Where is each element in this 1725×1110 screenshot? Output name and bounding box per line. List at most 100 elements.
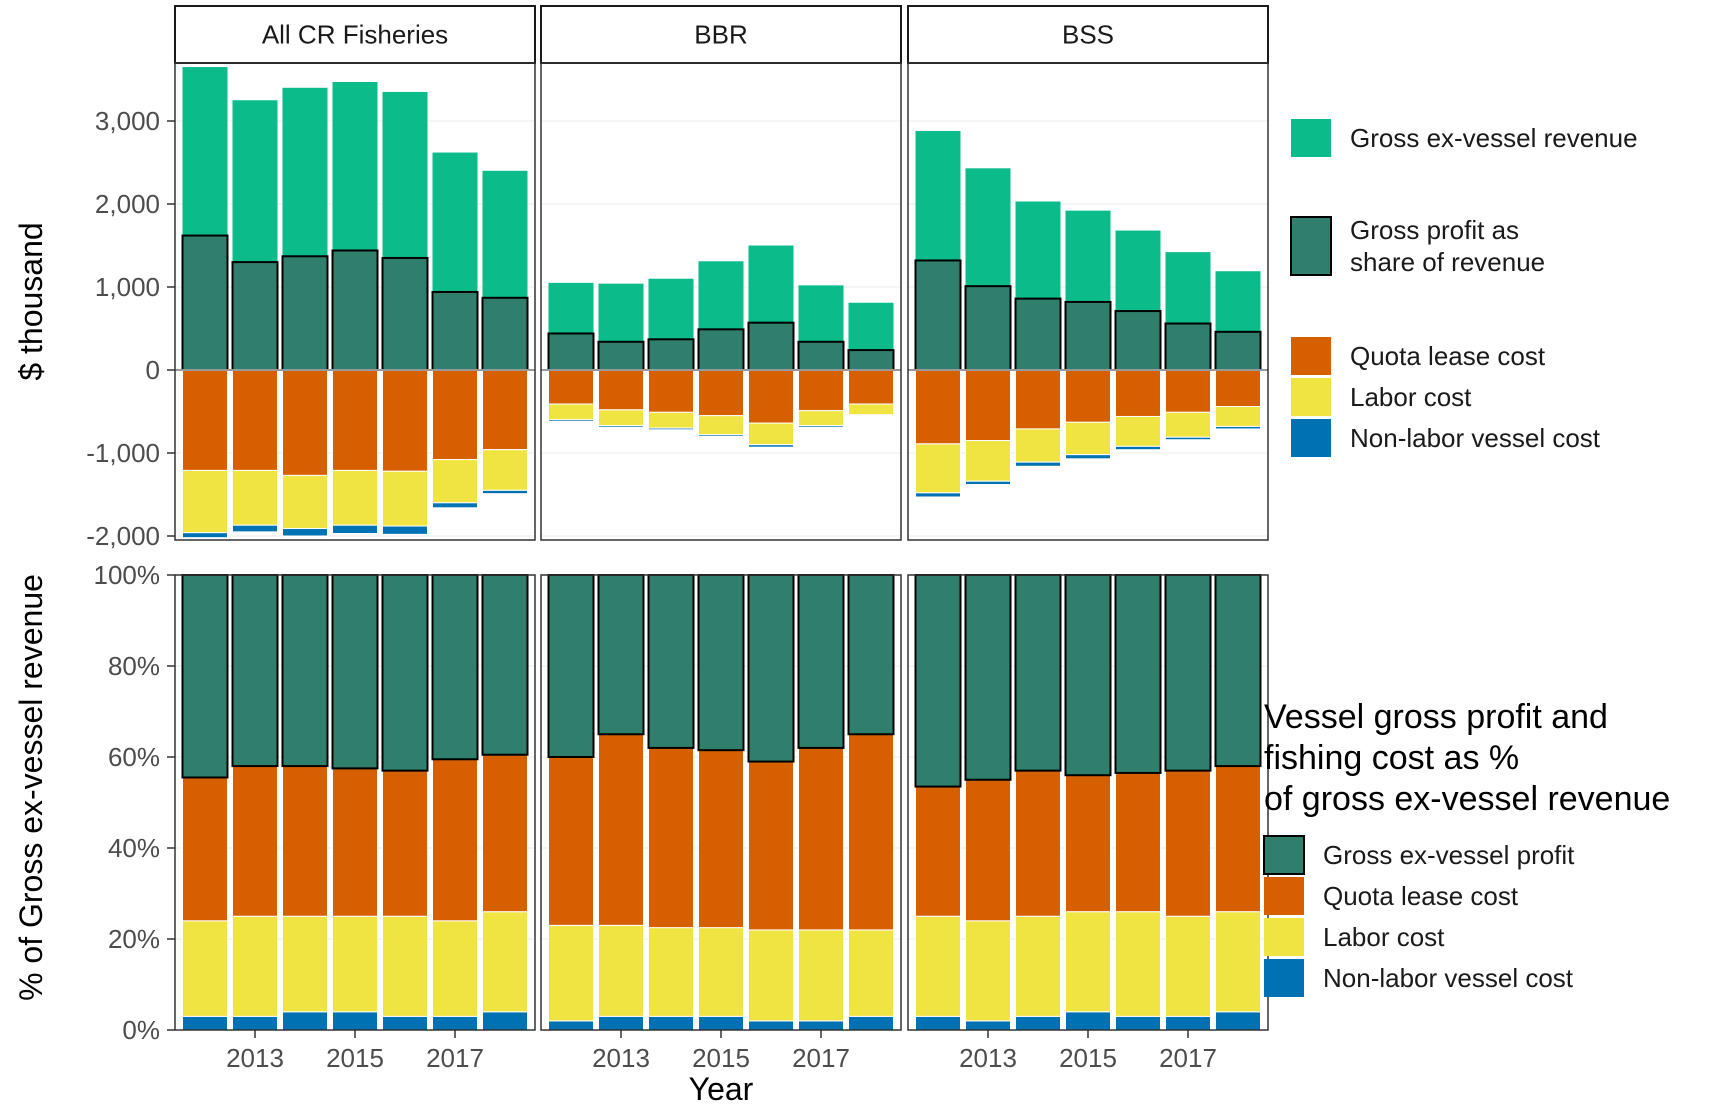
- bar-labor: [382, 470, 428, 527]
- bar-profit: [914, 259, 962, 371]
- pct-bar-nonlabor: [915, 1015, 961, 1031]
- panel-top-0: [174, 62, 536, 541]
- y-axis-title-bottom: % of Gross ex-vessel revenue: [13, 574, 49, 1001]
- pct-bar-labor: [698, 927, 744, 1017]
- bar-labor: [848, 403, 894, 416]
- pct-bar-labor: [965, 920, 1011, 1022]
- panel-top-2: [907, 62, 1269, 541]
- pct-bar-labor: [182, 920, 228, 1017]
- bar-nonlabor: [1065, 454, 1111, 460]
- pct-bar-nonlabor: [1215, 1011, 1261, 1031]
- pct-bar-quota: [848, 733, 894, 931]
- panel-frames-layer: All CR Fisheries BBR BSS: [174, 5, 1269, 1031]
- bar-nonlabor: [1215, 425, 1261, 430]
- pct-bar-profit: [1164, 574, 1212, 772]
- pct-bar-nonlabor: [798, 1020, 844, 1031]
- pct-bar-quota: [1065, 774, 1111, 913]
- bar-quota: [1215, 369, 1261, 408]
- pct-bar-quota: [232, 765, 278, 917]
- bar-nonlabor: [182, 532, 228, 539]
- legend-label-pct-labor: Labor cost: [1323, 922, 1445, 952]
- bar-nonlabor: [548, 419, 594, 422]
- bar-nonlabor: [848, 414, 894, 417]
- pct-bar-labor: [282, 915, 328, 1013]
- legend-title-line: Vessel gross profit and: [1264, 698, 1608, 736]
- bar-profit: [331, 249, 379, 371]
- pct-bar-profit: [1114, 574, 1162, 774]
- axes-layer: 3,000 2,000 1,000 0 -1,000 -2,000 100% 80% 60% 40…: [13, 106, 1217, 1107]
- legend-key-pct-quota: [1264, 877, 1304, 915]
- legend-label-quota: Quota lease cost: [1350, 341, 1546, 371]
- bar-profit: [747, 321, 795, 372]
- bar-quota: [332, 369, 378, 471]
- x-axis-title: Year: [689, 1071, 754, 1107]
- bar-profit: [697, 328, 745, 371]
- pct-bar-labor: [1015, 915, 1061, 1017]
- pct-bar-nonlabor: [482, 1011, 528, 1031]
- pct-bar-quota: [332, 767, 378, 917]
- y-axis-title-top: $ thousand: [13, 222, 49, 380]
- bar-nonlabor: [1015, 461, 1061, 467]
- bar-labor: [482, 449, 528, 491]
- bar-nonlabor: [382, 525, 428, 535]
- bar-quota: [965, 369, 1011, 442]
- bar-nonlabor: [698, 434, 744, 437]
- bar-labor: [1215, 406, 1261, 427]
- x-tick-label: 2013: [226, 1043, 284, 1073]
- legend-key-pct-profit: [1263, 835, 1305, 875]
- strip-label-0: All CR Fisheries: [262, 20, 448, 50]
- pct-bar-nonlabor: [432, 1015, 478, 1031]
- legend-key-quota: [1291, 337, 1331, 375]
- bar-nonlabor: [798, 425, 844, 428]
- bar-quota: [748, 369, 794, 424]
- legend-key-labor: [1291, 378, 1331, 416]
- pct-bar-profit: [964, 574, 1012, 781]
- bar-labor: [1065, 421, 1111, 456]
- pct-bar-profit: [914, 574, 962, 788]
- legend-label-nonlabor: Non-labor vessel cost: [1350, 423, 1601, 453]
- pct-bar-quota: [598, 733, 644, 926]
- bar-quota: [1115, 369, 1161, 417]
- pct-bar-labor: [332, 915, 378, 1013]
- y-tick-label-bottom: 20%: [108, 924, 160, 954]
- pct-bar-nonlabor: [182, 1015, 228, 1031]
- bar-labor: [282, 474, 328, 530]
- bar-nonlabor: [282, 528, 328, 537]
- bar-quota: [1165, 369, 1211, 413]
- pct-bar-labor: [232, 915, 278, 1017]
- pct-bar-profit: [281, 574, 329, 768]
- legend-key-pct-nonlabor: [1264, 959, 1304, 997]
- pct-bar-nonlabor: [332, 1011, 378, 1031]
- pct-bar-quota: [432, 758, 478, 922]
- pct-bar-nonlabor: [698, 1015, 744, 1031]
- legend-title-line: fishing cost as %: [1264, 739, 1519, 777]
- x-tick-label: 2017: [1159, 1043, 1217, 1073]
- pct-bar-profit: [431, 574, 479, 761]
- pct-bar-profit: [1214, 574, 1262, 768]
- y-tick-label-bottom: 60%: [108, 742, 160, 772]
- pct-bar-profit: [231, 574, 279, 768]
- bar-labor: [1115, 415, 1161, 447]
- legend-label-pct-nonlabor: Non-labor vessel cost: [1323, 963, 1574, 993]
- legend-key-profit: [1290, 216, 1332, 276]
- pct-bar-nonlabor: [548, 1020, 594, 1031]
- pct-bar-profit: [381, 574, 429, 772]
- strip-0: [174, 5, 536, 64]
- pct-bar-labor: [1165, 915, 1211, 1017]
- strip-label-1: BBR: [694, 20, 747, 50]
- bar-profit: [647, 338, 695, 372]
- bar-profit: [597, 340, 645, 371]
- bar-profit: [1014, 297, 1062, 371]
- pct-bar-labor: [1115, 911, 1161, 1017]
- bar-quota: [482, 369, 528, 451]
- pct-bar-quota: [282, 765, 328, 917]
- pct-bar-nonlabor: [1015, 1015, 1061, 1031]
- bar-nonlabor: [598, 425, 644, 428]
- legend-key-nonlabor: [1291, 419, 1331, 457]
- pct-bar-labor: [598, 924, 644, 1017]
- y-tick-label-top: -1,000: [86, 438, 160, 468]
- legend-label-pct-quota: Quota lease cost: [1323, 881, 1519, 911]
- y-tick-label-top: -2,000: [86, 521, 160, 551]
- bar-profit: [1114, 310, 1162, 372]
- bar-nonlabor: [332, 524, 378, 535]
